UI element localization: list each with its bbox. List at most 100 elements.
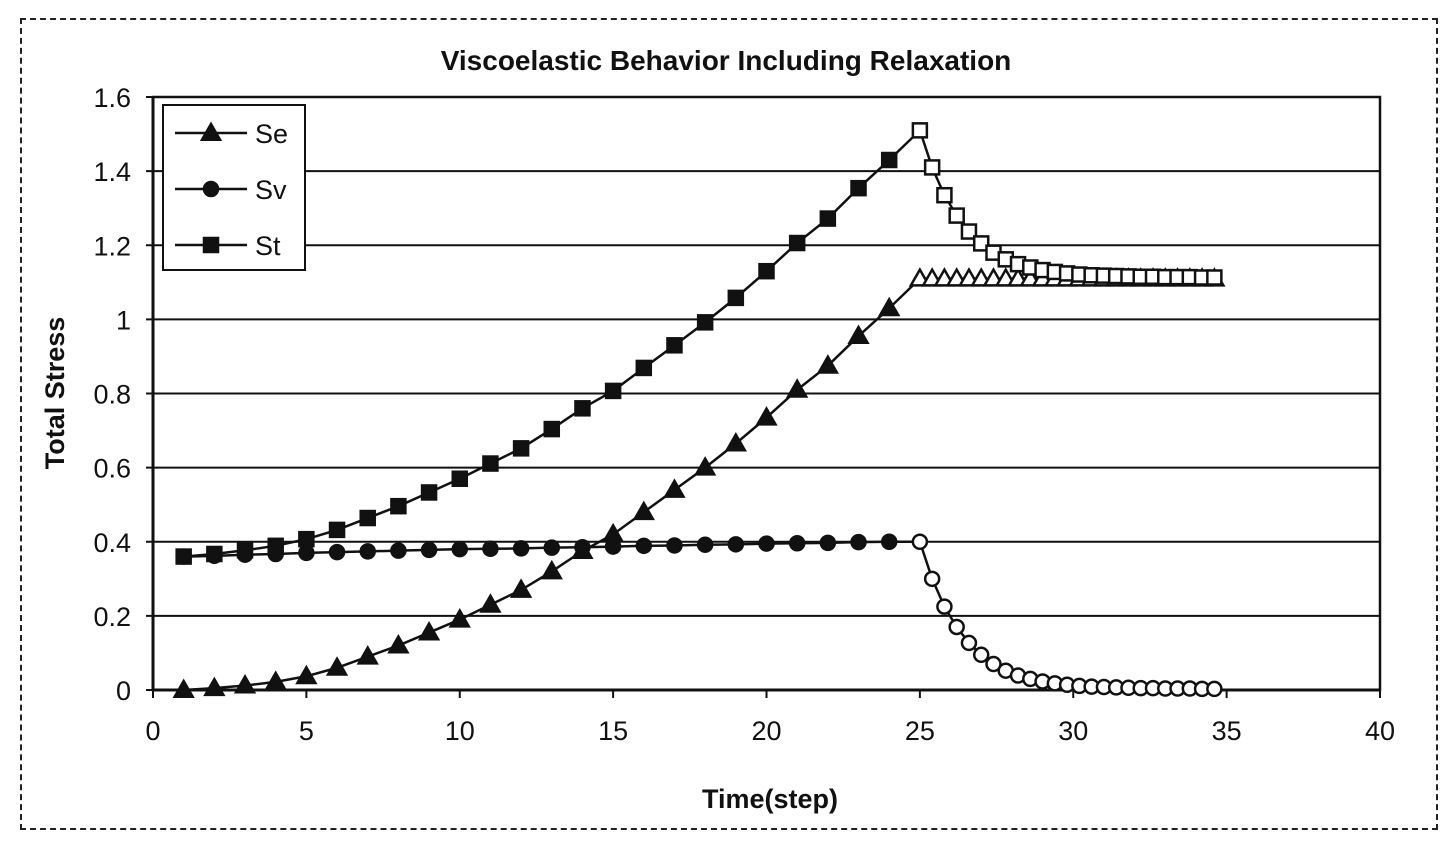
data-point-se	[203, 676, 226, 697]
x-axis-title: Time(step)	[702, 784, 838, 814]
data-point-st-relaxation	[972, 235, 990, 252]
data-point-sv-relaxation	[923, 570, 941, 588]
data-point-st	[236, 542, 254, 559]
chart-title: Viscoelastic Behavior Including Relaxati…	[441, 45, 1012, 76]
data-point-se	[233, 674, 257, 694]
data-point-se	[264, 670, 287, 690]
y-tick-label: 0	[116, 676, 131, 706]
series-sv	[175, 533, 1223, 698]
data-point-st	[788, 234, 806, 252]
data-point-st	[635, 359, 653, 377]
gridlines	[153, 96, 1380, 617]
legend-marker-triangle-icon	[199, 121, 223, 141]
legend: Se Sv St	[162, 104, 306, 271]
x-tick-label: 25	[905, 716, 935, 746]
legend-label: Se	[255, 119, 288, 149]
y-tick-label: 1.2	[93, 231, 131, 261]
data-point-sv-relaxation	[960, 634, 978, 652]
series-layer	[172, 122, 1226, 698]
data-point-sv	[482, 540, 499, 558]
data-point-sv	[758, 535, 775, 552]
data-point-st-relaxation	[1206, 269, 1223, 286]
data-point-sv	[390, 542, 407, 559]
x-tick-label: 0	[145, 716, 160, 746]
data-point-st	[574, 400, 591, 417]
data-point-se	[325, 656, 349, 676]
data-point-sv	[420, 541, 438, 559]
legend-marker-circle-icon	[202, 180, 220, 198]
data-point-st-relaxation	[948, 207, 965, 224]
data-point-se	[755, 406, 778, 426]
y-tick-label: 0.8	[93, 380, 131, 410]
x-tick-label: 20	[751, 716, 781, 746]
data-point-st	[328, 521, 346, 539]
data-point-st-relaxation	[960, 223, 978, 240]
data-point-st	[512, 440, 530, 457]
data-point-st	[267, 537, 284, 555]
data-point-sv-relaxation	[911, 533, 929, 550]
series-st	[175, 122, 1223, 565]
data-point-sv	[359, 543, 376, 560]
data-point-st	[880, 151, 898, 169]
data-point-sv	[880, 533, 898, 550]
data-point-sv	[574, 539, 591, 556]
y-tick-label: 1	[116, 305, 131, 335]
data-point-se	[172, 678, 195, 698]
data-point-sv	[635, 537, 653, 555]
data-point-sv-relaxation	[1206, 680, 1223, 698]
data-point-se	[632, 500, 655, 521]
chart-frame	[20, 18, 1438, 830]
data-point-se	[693, 456, 717, 476]
data-point-st	[175, 548, 192, 565]
data-point-sv	[512, 540, 530, 557]
data-point-st	[298, 530, 315, 548]
legend-label: St	[255, 231, 281, 261]
legend-label: Sv	[255, 175, 287, 205]
data-point-st	[543, 420, 561, 438]
data-point-se	[878, 296, 901, 317]
data-point-se	[724, 432, 747, 452]
y-tick-label: 1.4	[93, 157, 131, 187]
data-point-sv	[604, 538, 622, 555]
y-tick-label: 0.2	[93, 602, 131, 632]
data-point-st	[451, 470, 468, 487]
data-point-st	[819, 210, 837, 227]
data-point-se	[356, 645, 379, 665]
data-point-sv	[819, 534, 837, 552]
data-point-sv	[666, 537, 683, 554]
data-point-se	[786, 378, 809, 398]
data-point-sv	[850, 533, 867, 551]
y-tick-label: 1.6	[93, 83, 131, 113]
data-point-st	[666, 337, 683, 354]
data-point-st	[482, 455, 499, 472]
legend-marker-square-icon	[202, 236, 220, 254]
data-point-st	[206, 545, 223, 563]
data-point-sv	[788, 534, 806, 552]
data-point-se	[295, 664, 318, 685]
data-point-st	[390, 497, 407, 515]
axes: 0 0.2 0.4 0.6 0.8 1 1.2 1.4 1.6 0 5 10 15 20 25 30 35 40	[93, 83, 1395, 746]
x-tick-label: 30	[1058, 716, 1088, 746]
x-tick-label: 5	[299, 716, 314, 746]
data-point-st	[420, 484, 438, 501]
data-point-sv	[328, 543, 346, 561]
data-point-se	[448, 608, 471, 628]
legend-item-sv: Sv	[175, 175, 287, 205]
data-point-st-relaxation	[936, 186, 953, 204]
x-tick-label: 35	[1212, 716, 1242, 746]
data-point-sv-relaxation	[972, 646, 990, 664]
x-tick-label: 10	[445, 716, 475, 746]
data-point-st-relaxation	[911, 122, 929, 139]
data-point-st	[758, 262, 775, 280]
data-point-st	[696, 314, 714, 331]
data-point-sv	[298, 544, 315, 562]
data-point-sv	[727, 536, 745, 553]
data-point-sv-relaxation	[985, 655, 1002, 673]
data-point-sv	[543, 539, 561, 556]
data-point-se	[417, 621, 441, 641]
data-point-sv-relaxation	[948, 618, 965, 636]
x-tick-label: 15	[598, 716, 628, 746]
data-point-se	[663, 478, 686, 498]
data-point-st	[727, 289, 745, 307]
